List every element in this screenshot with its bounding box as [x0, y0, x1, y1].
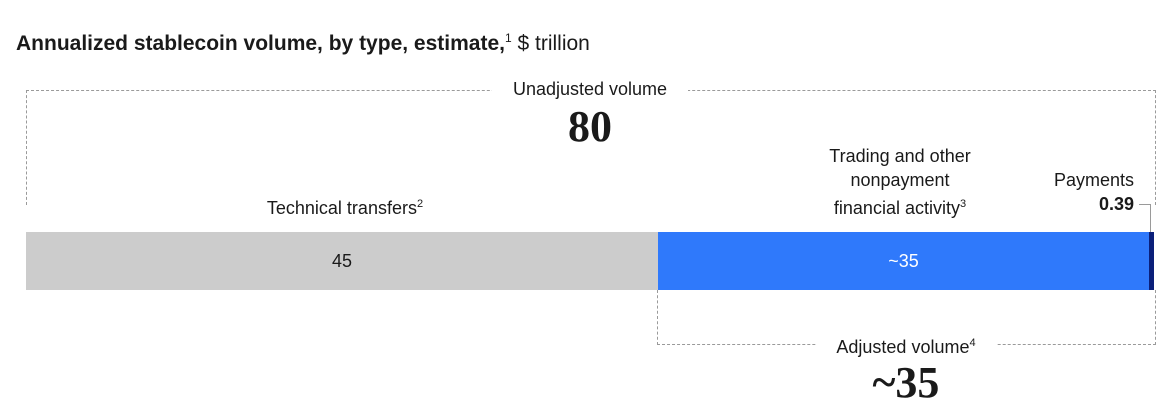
payments-label: Payments 0.39 [1020, 168, 1134, 216]
bar-payments [1149, 232, 1154, 290]
unadjusted-value: 80 [568, 102, 612, 151]
bar-technical-transfers: 45 [26, 232, 658, 290]
stacked-bar: 45 ~35 [26, 232, 1154, 290]
adjusted-label: Adjusted volume4 [816, 330, 996, 360]
trading-label: Trading and other nonpayment financial a… [780, 144, 1020, 220]
technical-footnote: 2 [416, 198, 424, 210]
unadjusted-label: Unadjusted volume [492, 76, 688, 102]
trading-label-line2: nonpayment [850, 170, 950, 190]
trading-label-line1: Trading and other [829, 146, 971, 166]
technical-transfers-label: Technical transfers2 [200, 192, 490, 220]
adjusted-label-text: Adjusted volume [836, 337, 970, 357]
trading-footnote: 3 [959, 198, 967, 210]
chart-title-main: Annualized stablecoin volume, by type, e… [16, 32, 505, 55]
trading-label-line3-wrap: financial activity3 [780, 192, 1020, 220]
technical-label-text: Technical transfers [266, 198, 417, 218]
chart-title: Annualized stablecoin volume, by type, e… [16, 24, 590, 58]
title-footnote: 1 [504, 31, 512, 45]
chart-unit: $ trillion [511, 32, 590, 55]
trading-label-line3: financial activity [833, 198, 960, 218]
payments-label-text: Payments [1053, 170, 1134, 190]
payments-leader-line [1139, 204, 1151, 232]
payments-value: 0.39 [1098, 194, 1134, 214]
adjusted-footnote: 4 [969, 337, 976, 349]
adjusted-value: ~35 [872, 358, 940, 407]
bar-trading: ~35 [658, 232, 1149, 290]
